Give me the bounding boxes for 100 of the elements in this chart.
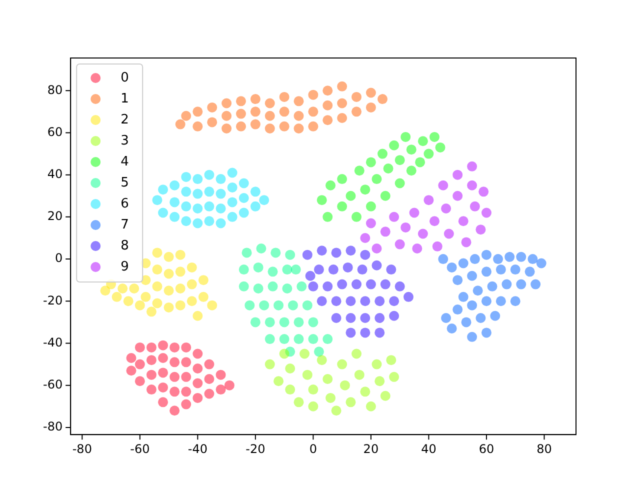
point <box>493 254 504 264</box>
legend-label: 7 <box>120 217 129 232</box>
point <box>207 102 218 112</box>
point <box>446 262 457 272</box>
point <box>372 244 382 254</box>
point <box>224 380 234 390</box>
point <box>198 275 208 286</box>
point <box>170 372 180 382</box>
point <box>496 264 506 275</box>
point <box>242 248 252 258</box>
point <box>134 342 145 352</box>
point <box>441 204 452 214</box>
point <box>216 188 226 199</box>
point <box>268 266 278 277</box>
point <box>175 250 186 260</box>
point <box>250 94 260 104</box>
point <box>366 88 376 98</box>
point <box>380 279 390 290</box>
y-tick-label: -60 <box>42 377 63 392</box>
point <box>394 281 405 292</box>
point <box>207 300 218 310</box>
point <box>340 380 350 390</box>
point <box>337 201 348 212</box>
point <box>354 166 364 176</box>
point <box>152 248 162 258</box>
point <box>389 212 400 222</box>
point <box>516 279 526 290</box>
point <box>175 284 186 294</box>
point <box>366 157 376 168</box>
point <box>227 182 238 192</box>
point <box>192 392 203 403</box>
legend-label: 9 <box>120 259 129 274</box>
point <box>170 180 180 190</box>
point <box>204 201 214 212</box>
point <box>253 262 264 272</box>
point <box>322 212 333 222</box>
point <box>264 334 275 344</box>
y-tick-label: -20 <box>42 293 63 308</box>
point <box>192 204 203 214</box>
point <box>181 201 192 212</box>
point <box>481 208 492 218</box>
point <box>346 296 356 306</box>
point <box>470 201 480 212</box>
point <box>236 121 246 132</box>
point <box>496 296 506 306</box>
point <box>279 106 290 117</box>
point <box>250 119 260 130</box>
point <box>227 197 238 208</box>
y-tick-label: 80 <box>47 82 63 97</box>
point <box>337 98 348 108</box>
point <box>192 310 203 321</box>
point <box>146 370 156 380</box>
point <box>502 279 512 290</box>
point <box>372 260 382 270</box>
point <box>429 216 440 226</box>
point <box>380 190 390 201</box>
point <box>279 92 290 102</box>
point <box>467 180 478 190</box>
point <box>216 204 226 214</box>
point <box>192 188 203 199</box>
point <box>352 212 362 222</box>
point <box>389 140 400 150</box>
point <box>360 232 370 243</box>
point <box>524 266 535 277</box>
point <box>170 197 180 208</box>
point <box>100 286 110 296</box>
point <box>181 186 192 197</box>
point <box>204 216 214 226</box>
point <box>337 174 348 184</box>
point <box>300 348 310 359</box>
point <box>337 81 348 92</box>
point <box>461 317 472 328</box>
point <box>490 310 500 321</box>
point <box>478 186 489 197</box>
point <box>308 90 318 100</box>
point <box>386 355 396 366</box>
point <box>446 324 457 334</box>
point <box>418 228 428 239</box>
point <box>452 170 463 180</box>
point <box>227 168 238 178</box>
point <box>394 155 405 166</box>
point <box>146 384 156 395</box>
point <box>152 264 162 275</box>
point <box>158 208 168 218</box>
point <box>352 92 362 102</box>
point <box>366 218 376 228</box>
point <box>170 406 180 416</box>
point <box>346 312 356 323</box>
point <box>186 279 197 290</box>
point <box>282 264 292 275</box>
point <box>372 359 382 370</box>
point <box>374 296 385 306</box>
point <box>467 332 478 342</box>
point <box>418 136 428 146</box>
point <box>322 374 333 384</box>
point <box>481 266 492 277</box>
point <box>129 284 140 294</box>
point <box>170 342 180 352</box>
point <box>294 96 304 106</box>
point <box>360 250 370 260</box>
